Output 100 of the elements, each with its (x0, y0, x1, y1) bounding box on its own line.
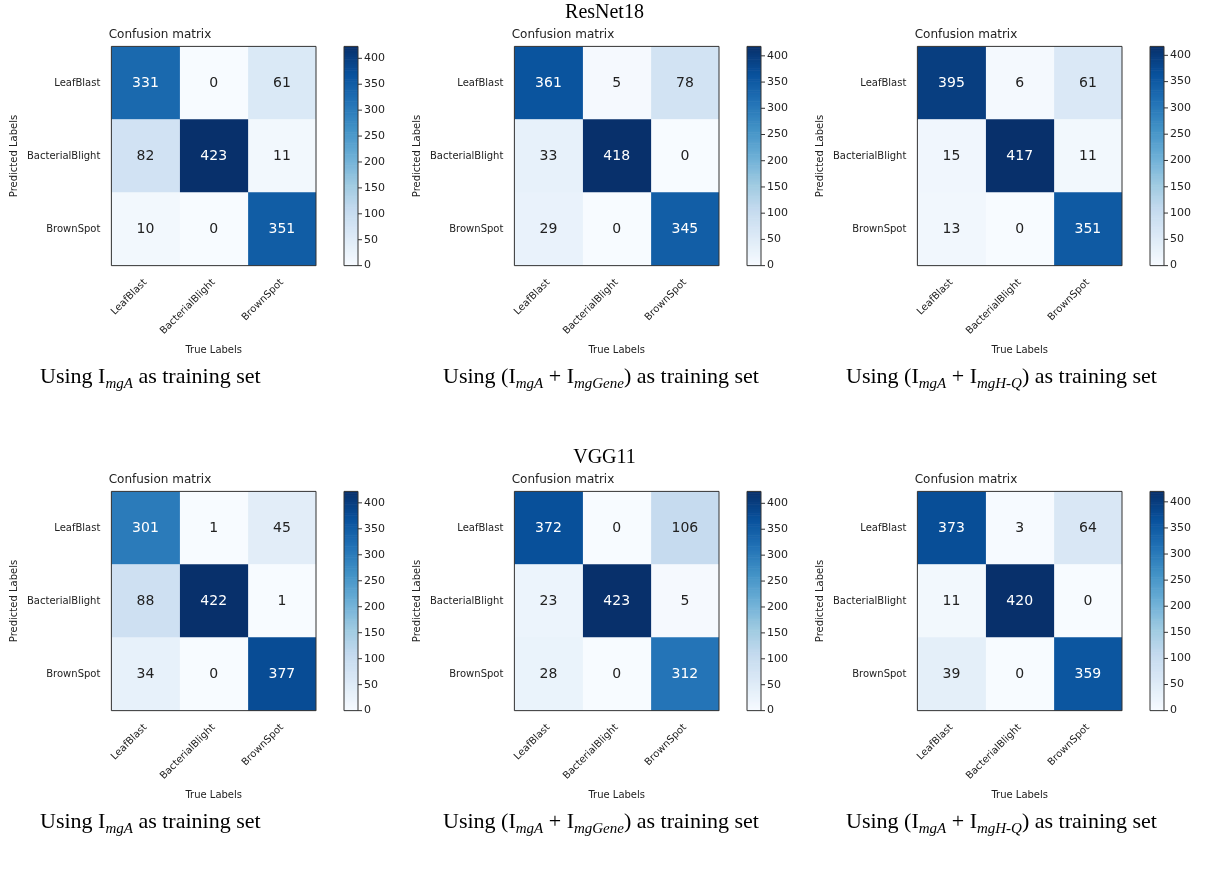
color-bar-label: 400 (364, 51, 385, 65)
chart-title: Confusion matrix (511, 27, 615, 42)
data-label: 395 (938, 73, 965, 90)
data-label: 1 (209, 518, 219, 535)
color-bar-label: 350 (1170, 74, 1191, 88)
color-bar-label: 200 (364, 599, 385, 613)
data-label: 0 (209, 219, 219, 236)
y-tick-label: BrownSpot (852, 667, 907, 679)
color-bar-label: 150 (364, 180, 385, 194)
data-label: 312 (671, 664, 699, 681)
data-label: 418 (603, 146, 631, 163)
y-tick-label: BacterialBlight (26, 594, 101, 606)
color-bar-label: 100 (364, 206, 385, 220)
y-tick-label: BrownSpot (449, 222, 504, 234)
color-bar-label: 350 (767, 74, 788, 88)
data-label: 301 (132, 518, 159, 535)
x-axis-title: True Labels (587, 788, 645, 800)
color-bar-label: 400 (1170, 48, 1191, 62)
color-bar-label: 100 (767, 651, 788, 665)
x-axis-title: True Labels (184, 343, 242, 355)
data-label: 0 (1015, 664, 1025, 681)
y-axis-title: Predicted Labels (7, 559, 19, 643)
data-label: 13 (942, 219, 961, 236)
color-bar-label: 400 (364, 495, 385, 509)
color-bar-label: 0 (767, 258, 774, 272)
y-axis-title: Predicted Labels (7, 114, 19, 198)
color-bar-label: 300 (767, 101, 788, 115)
data-label: 5 (680, 591, 690, 608)
data-label: 106 (671, 518, 699, 535)
color-bar-label: 350 (1170, 520, 1191, 534)
text: Using (I$_{mgA}$ + I$_{mgGene}$) as training set (443, 807, 760, 839)
y-axis-title: Predicted Labels (410, 559, 422, 643)
chart-title: Confusion matrix (108, 472, 212, 487)
data-label: 29 (539, 219, 558, 236)
data-label: 423 (603, 591, 631, 608)
color-bar-label: 150 (364, 625, 385, 639)
text: Using (I$_{mgA}$ + I$_{mgGene}$) as training set (443, 362, 760, 394)
y-axis-title: Predicted Labels (813, 559, 825, 643)
color-bar-label: 150 (1170, 179, 1191, 193)
color-bar-label: 250 (767, 127, 788, 141)
data-label: 23 (539, 591, 558, 608)
chart-title: Confusion matrix (914, 27, 1018, 42)
y-tick-label: LeafBlast (860, 521, 907, 533)
data-label: 351 (268, 219, 296, 236)
data-label: 6 (1015, 73, 1025, 90)
y-tick-label: BacterialBlight (429, 594, 504, 606)
color-bar-label: 150 (767, 625, 788, 639)
data-label: 420 (1006, 591, 1034, 608)
y-tick-label: BrownSpot (46, 222, 101, 234)
y-tick-label: LeafBlast (54, 521, 101, 533)
color-bar-label: 300 (364, 547, 385, 561)
data-label: 331 (132, 73, 159, 90)
color-bar-label: 150 (1170, 625, 1191, 639)
data-label: 11 (1078, 146, 1097, 163)
text: Using I$_{mgA}$ as training set (40, 362, 262, 394)
data-label: 82 (136, 146, 155, 163)
color-bar-label: 200 (1170, 153, 1191, 167)
text: Using (I$_{mgA}$ + I$_{mgH-Q}$) as training set (846, 807, 1158, 839)
data-label: 39 (942, 664, 961, 681)
y-tick-label: BacterialBlight (832, 149, 907, 161)
data-label: 359 (1074, 664, 1102, 681)
data-label: 78 (675, 73, 694, 90)
data-label: 377 (268, 664, 296, 681)
color-bar-label: 0 (1170, 703, 1177, 717)
y-tick-label: LeafBlast (457, 521, 504, 533)
y-tick-label: BacterialBlight (832, 594, 907, 606)
data-label: 34 (136, 664, 155, 681)
y-tick-label: BrownSpot (449, 667, 504, 679)
data-label: 61 (272, 73, 291, 90)
color-bar-label: 250 (364, 128, 385, 142)
data-label: 45 (272, 518, 291, 535)
data-label: 61 (1078, 73, 1097, 90)
color-bar-label: 300 (364, 103, 385, 117)
data-label: 423 (200, 146, 228, 163)
color-bar-label: 200 (1170, 599, 1191, 613)
color-bar-label: 300 (1170, 546, 1191, 560)
data-label: 0 (612, 518, 622, 535)
color-bar-label: 50 (1170, 677, 1184, 691)
data-label: 28 (539, 664, 558, 681)
color-bar-label: 0 (1170, 258, 1177, 272)
data-label: 33 (539, 146, 558, 163)
color-bar-label: 350 (364, 521, 385, 535)
data-label: 0 (209, 664, 219, 681)
text: Using (I$_{mgA}$ + I$_{mgH-Q}$) as training set (846, 362, 1158, 394)
color-bar-label: 250 (767, 573, 788, 587)
y-tick-label: BacterialBlight (26, 149, 101, 161)
color-bar-label: 400 (1170, 494, 1191, 508)
y-axis-title: Predicted Labels (813, 114, 825, 198)
data-label: 5 (612, 73, 622, 90)
y-tick-label: BrownSpot (46, 667, 101, 679)
color-bar-label: 200 (364, 154, 385, 168)
color-bar-label: 250 (1170, 572, 1191, 586)
color-bar-label: 50 (767, 677, 781, 691)
color-bar-label: 100 (1170, 651, 1191, 665)
y-axis-title: Predicted Labels (410, 114, 422, 198)
data-label: 11 (272, 146, 291, 163)
y-tick-label: LeafBlast (860, 76, 907, 88)
data-label: 417 (1006, 146, 1034, 163)
data-label: 373 (938, 518, 965, 535)
y-tick-label: BrownSpot (852, 222, 907, 234)
